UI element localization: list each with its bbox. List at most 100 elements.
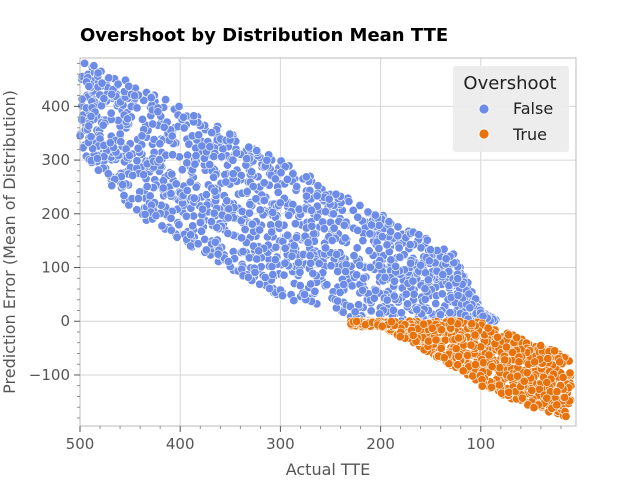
scatter-point	[431, 299, 441, 309]
y-tick-label: 400	[41, 97, 70, 115]
scatter-point	[181, 211, 191, 221]
scatter-point	[186, 230, 196, 240]
scatter-point	[467, 319, 477, 329]
scatter-point	[238, 247, 248, 257]
scatter-point	[252, 146, 262, 156]
scatter-point	[260, 272, 270, 282]
scatter-point	[166, 213, 176, 223]
scatter-point	[255, 225, 265, 235]
scatter-point	[225, 129, 235, 139]
scatter-point	[174, 102, 184, 112]
x-tick-label: 300	[266, 435, 295, 453]
scatter-point	[210, 186, 220, 196]
scatter-point	[431, 335, 441, 345]
scatter-point	[197, 226, 207, 236]
x-axis-label: Actual TTE	[286, 460, 371, 479]
scatter-point	[394, 243, 404, 253]
scatter-point	[301, 172, 311, 182]
scatter-point	[321, 243, 331, 253]
scatter-point	[157, 221, 167, 231]
scatter-point	[93, 68, 103, 78]
scatter-point	[113, 79, 123, 89]
scatter-point	[99, 94, 109, 104]
scatter-point	[305, 251, 315, 261]
scatter-point	[209, 208, 219, 218]
scatter-point	[396, 308, 406, 318]
scatter-point	[179, 123, 189, 133]
scatter-point	[205, 142, 215, 152]
scatter-point	[542, 393, 552, 403]
scatter-point	[500, 355, 510, 365]
scatter-point	[561, 411, 571, 421]
scatter-point	[251, 194, 261, 204]
scatter-point	[483, 323, 493, 333]
scatter-point	[201, 190, 211, 200]
scatter-point	[161, 95, 171, 105]
scatter-point	[374, 220, 384, 230]
scatter-point	[279, 270, 289, 280]
legend: Overshoot False True	[453, 66, 569, 152]
scatter-point	[339, 279, 349, 289]
scatter-point	[137, 131, 147, 141]
scatter-point	[487, 362, 497, 372]
scatter-point	[333, 266, 343, 276]
scatter-point	[151, 211, 161, 221]
scatter-point	[146, 93, 156, 103]
scatter-point	[172, 232, 182, 242]
scatter-point	[307, 221, 317, 231]
x-tick-label: 500	[66, 435, 95, 453]
legend-marker-false	[478, 103, 490, 115]
scatter-point	[405, 240, 415, 250]
scatter-point	[138, 114, 148, 124]
scatter-point	[427, 323, 437, 333]
scatter-point	[470, 330, 480, 340]
scatter-point	[191, 151, 201, 161]
scatter-point	[437, 289, 447, 299]
scatter-point	[287, 251, 297, 261]
scatter-point	[519, 376, 529, 386]
points	[75, 58, 576, 421]
chart-title: Overshoot by Distribution Mean TTE	[80, 25, 448, 46]
x-tick-label: 400	[166, 435, 195, 453]
scatter-point	[401, 289, 411, 299]
scatter-point	[295, 267, 305, 277]
scatter-point	[92, 154, 102, 164]
scatter-point	[338, 307, 348, 317]
scatter-point	[194, 130, 204, 140]
scatter-point	[536, 341, 546, 351]
scatter-point	[130, 91, 140, 101]
scatter-point	[377, 232, 387, 242]
scatter-point	[295, 281, 305, 291]
scatter-point	[425, 245, 435, 255]
scatter-point	[504, 330, 514, 340]
scatter-point	[386, 317, 396, 327]
scatter-point	[223, 229, 233, 239]
scatter-point	[445, 308, 455, 318]
scatter-point	[420, 294, 430, 304]
scatter-point	[470, 360, 480, 370]
scatter-point	[118, 180, 128, 190]
scatter-point	[210, 237, 220, 247]
scatter-point	[517, 393, 527, 403]
scatter-point	[86, 132, 96, 142]
y-tick-label: −100	[29, 366, 70, 384]
scatter-point	[133, 194, 143, 204]
scatter-point	[408, 276, 418, 286]
scatter-point	[340, 233, 350, 243]
scatter-point	[190, 159, 200, 169]
scatter-point	[314, 258, 324, 268]
scatter-point	[247, 219, 257, 229]
scatter-point	[228, 169, 238, 179]
scatter-point	[284, 210, 294, 220]
scatter-point	[358, 285, 368, 295]
x-tick-label: 100	[466, 435, 495, 453]
legend-label-false: False	[513, 99, 553, 118]
scatter-point	[408, 330, 418, 340]
scatter-point	[422, 235, 432, 245]
scatter-point	[282, 174, 292, 184]
scatter-point	[393, 231, 403, 241]
scatter-point	[388, 305, 398, 315]
scatter-point	[374, 260, 384, 270]
scatter-point	[352, 243, 362, 253]
scatter-point	[195, 218, 205, 228]
